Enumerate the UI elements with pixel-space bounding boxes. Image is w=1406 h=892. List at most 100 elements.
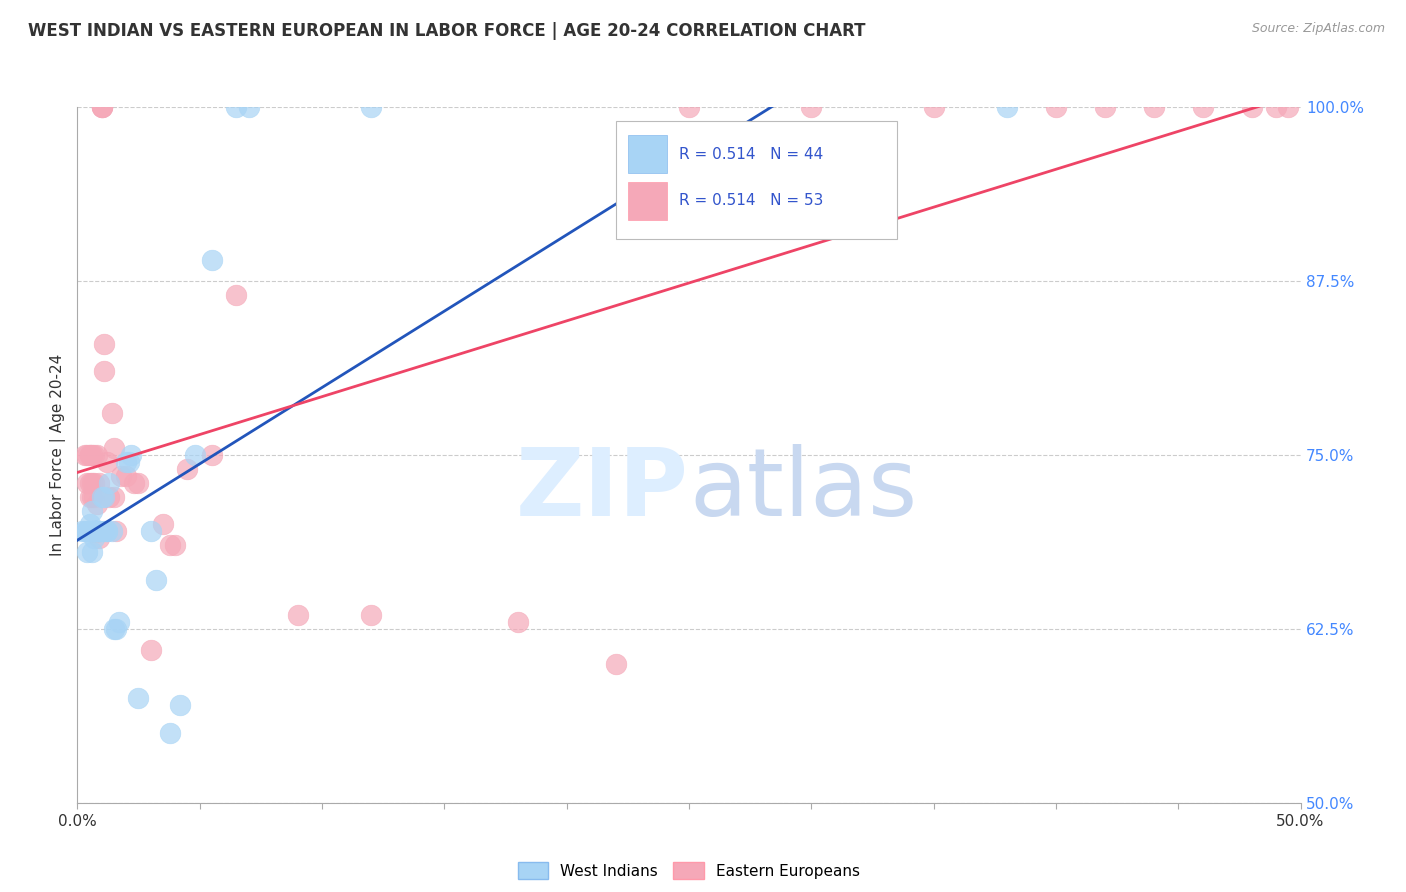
Point bbox=[90, 490, 112, 504]
Point bbox=[79, 524, 101, 539]
Point bbox=[103, 622, 125, 636]
Point bbox=[80, 524, 103, 539]
Point bbox=[80, 448, 103, 462]
Point bbox=[83, 524, 105, 539]
Point bbox=[96, 455, 118, 469]
Point bbox=[201, 448, 224, 462]
Point bbox=[89, 524, 111, 539]
Point bbox=[86, 497, 108, 511]
Point bbox=[108, 615, 131, 629]
Point bbox=[165, 538, 187, 552]
Point bbox=[120, 448, 142, 462]
Point bbox=[225, 100, 247, 114]
Point bbox=[103, 490, 125, 504]
Text: atlas: atlas bbox=[689, 443, 917, 536]
Point bbox=[100, 406, 122, 420]
Text: ZIP: ZIP bbox=[516, 443, 689, 536]
Point bbox=[159, 726, 181, 740]
Point bbox=[128, 475, 150, 490]
Point bbox=[79, 490, 101, 504]
Point bbox=[360, 100, 382, 114]
Point bbox=[96, 524, 118, 539]
Point bbox=[93, 524, 115, 539]
Point bbox=[86, 524, 108, 539]
Point bbox=[922, 100, 945, 114]
Point bbox=[98, 490, 121, 504]
Text: Source: ZipAtlas.com: Source: ZipAtlas.com bbox=[1251, 22, 1385, 36]
Legend: West Indians, Eastern Europeans: West Indians, Eastern Europeans bbox=[512, 855, 866, 886]
Point bbox=[80, 475, 103, 490]
Point bbox=[90, 100, 112, 114]
Point bbox=[115, 468, 138, 483]
Point bbox=[89, 475, 111, 490]
Point bbox=[169, 698, 191, 713]
Point bbox=[506, 615, 529, 629]
Point bbox=[128, 691, 150, 706]
Point bbox=[139, 642, 162, 657]
Point bbox=[83, 490, 105, 504]
Point bbox=[1094, 100, 1116, 114]
Point bbox=[1277, 100, 1299, 114]
Point bbox=[1240, 100, 1263, 114]
Point bbox=[79, 448, 101, 462]
Point bbox=[83, 532, 105, 546]
Bar bbox=[628, 182, 666, 220]
Point bbox=[176, 462, 198, 476]
Point bbox=[89, 532, 111, 546]
Point bbox=[76, 545, 98, 559]
Point bbox=[83, 524, 105, 539]
Text: R = 0.514   N = 53: R = 0.514 N = 53 bbox=[679, 194, 824, 209]
Point bbox=[225, 288, 247, 302]
Point bbox=[90, 100, 112, 114]
Point bbox=[184, 448, 207, 462]
Point bbox=[100, 524, 122, 539]
Point bbox=[93, 336, 115, 351]
Point bbox=[76, 448, 98, 462]
Point bbox=[76, 475, 98, 490]
Point bbox=[70, 524, 93, 539]
Text: WEST INDIAN VS EASTERN EUROPEAN IN LABOR FORCE | AGE 20-24 CORRELATION CHART: WEST INDIAN VS EASTERN EUROPEAN IN LABOR… bbox=[28, 22, 866, 40]
Point bbox=[73, 448, 96, 462]
Point bbox=[605, 657, 627, 671]
Point bbox=[89, 524, 111, 539]
Point bbox=[995, 100, 1018, 114]
Point bbox=[118, 455, 141, 469]
Point bbox=[238, 100, 260, 114]
Point bbox=[93, 364, 115, 378]
Point bbox=[115, 455, 138, 469]
Point bbox=[86, 524, 108, 539]
Point bbox=[86, 524, 108, 539]
Point bbox=[80, 545, 103, 559]
Point bbox=[79, 448, 101, 462]
Text: R = 0.514   N = 44: R = 0.514 N = 44 bbox=[679, 147, 824, 161]
Point bbox=[80, 490, 103, 504]
Point bbox=[105, 622, 128, 636]
Point bbox=[139, 524, 162, 539]
Point bbox=[73, 524, 96, 539]
Point bbox=[83, 475, 105, 490]
Point bbox=[79, 524, 101, 539]
Point bbox=[110, 468, 132, 483]
Point bbox=[1265, 100, 1288, 114]
Point bbox=[93, 490, 115, 504]
Point bbox=[360, 607, 382, 622]
Point bbox=[105, 524, 128, 539]
Point bbox=[83, 448, 105, 462]
Point bbox=[145, 573, 167, 587]
Point bbox=[103, 441, 125, 455]
Point bbox=[98, 475, 121, 490]
Point bbox=[1045, 100, 1067, 114]
Point bbox=[86, 448, 108, 462]
Y-axis label: In Labor Force | Age 20-24: In Labor Force | Age 20-24 bbox=[51, 354, 66, 556]
Point bbox=[800, 100, 823, 114]
Point bbox=[678, 100, 700, 114]
Point bbox=[201, 253, 224, 268]
Point bbox=[159, 538, 181, 552]
Point bbox=[1191, 100, 1213, 114]
Point bbox=[79, 475, 101, 490]
Bar bbox=[616, 121, 897, 239]
Point bbox=[76, 524, 98, 539]
Point bbox=[83, 524, 105, 539]
Point bbox=[152, 517, 174, 532]
Point bbox=[96, 524, 118, 539]
